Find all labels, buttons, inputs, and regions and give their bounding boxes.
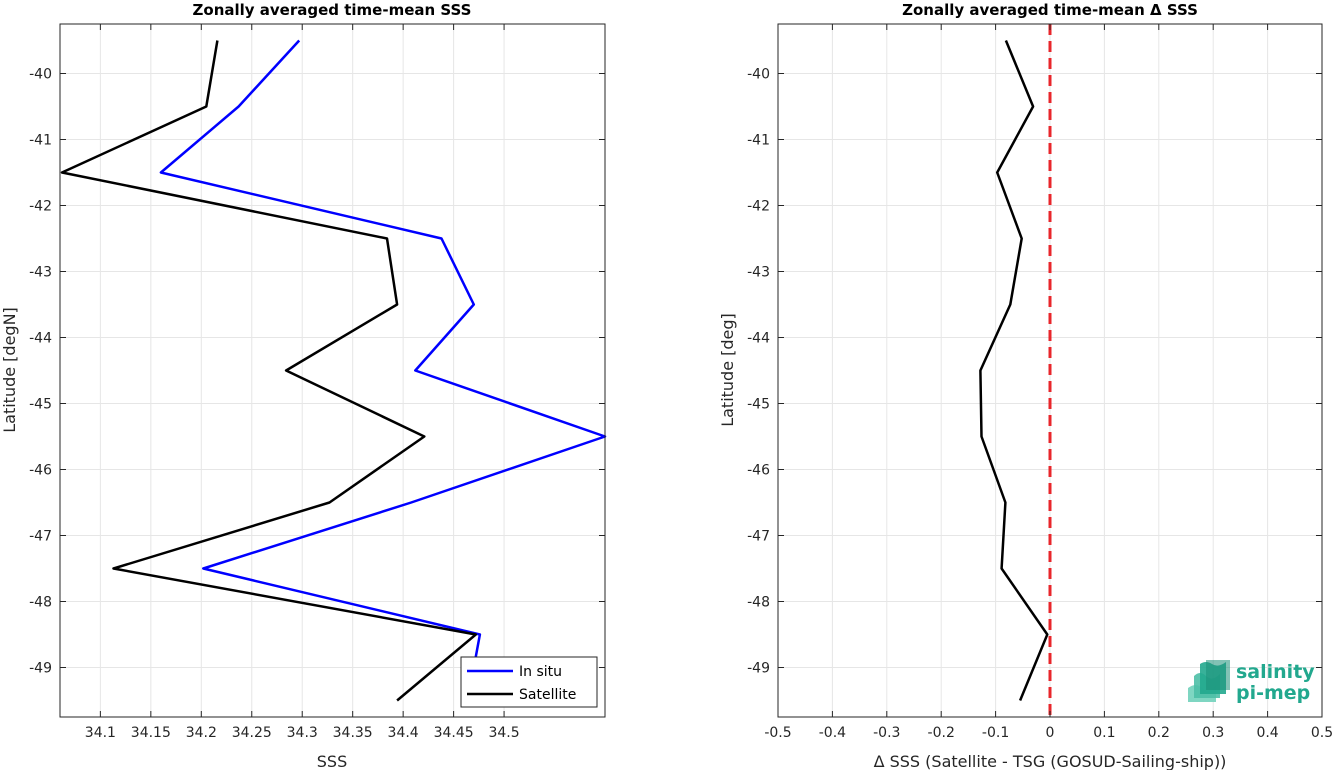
x-tick-label: 0.1 (1093, 725, 1115, 741)
logo-line1: salinity (1236, 661, 1315, 683)
x-tick-label: 34.25 (232, 725, 272, 741)
x-tick-label: 0.5 (1311, 725, 1333, 741)
delta-sss-panel-ylabel: Latitude [deg] (718, 313, 737, 427)
x-tick-label: -0.3 (873, 725, 900, 741)
legend-label: In situ (519, 664, 562, 680)
y-tick-label: -46 (747, 463, 770, 479)
sss-panel-ylabel: Latitude [degN] (0, 307, 19, 433)
series-line-delta-sss (979, 40, 1049, 701)
series-line-in-situ (159, 39, 607, 668)
delta-sss-panel-title: Zonally averaged time-mean Δ SSS (902, 1, 1198, 19)
series-line-satellite (60, 40, 478, 702)
wave-icon (1188, 660, 1230, 702)
y-tick-label: -41 (29, 133, 52, 149)
y-tick-label: -43 (747, 265, 770, 281)
x-tick-label: 34.15 (131, 725, 171, 741)
salinity-pimep-logo: salinity pi-mep (1188, 660, 1315, 704)
x-tick-label: 34.1 (85, 725, 116, 741)
sss-panel-xlabel: SSS (317, 752, 347, 770)
x-tick-label: 34.35 (333, 725, 373, 741)
y-tick-label: -45 (29, 397, 52, 413)
y-tick-label: -41 (747, 133, 770, 149)
delta-sss-panel-xlabel: Δ SSS (Satellite - TSG (GOSUD-Sailing-sh… (874, 752, 1227, 770)
y-tick-label: -45 (747, 397, 770, 413)
x-tick-label: 0.4 (1256, 725, 1278, 741)
x-tick-label: -0.5 (764, 725, 791, 741)
sss-panel-title: Zonally averaged time-mean SSS (193, 1, 472, 19)
logo-line2: pi-mep (1236, 682, 1310, 704)
x-tick-label: 34.2 (186, 725, 217, 741)
y-tick-label: -48 (29, 595, 52, 611)
y-tick-label: -44 (29, 331, 52, 347)
plot-area (60, 24, 605, 717)
x-tick-label: -0.4 (819, 725, 846, 741)
x-tick-label: 34.3 (287, 725, 318, 741)
x-tick-label: 34.4 (388, 725, 419, 741)
y-tick-label: -47 (747, 529, 770, 545)
axes-box (59, 23, 606, 718)
y-tick-label: -48 (747, 595, 770, 611)
legend: In situ Satellite (460, 656, 598, 708)
y-tick-label: -49 (747, 661, 770, 677)
x-tick-label: 34.45 (434, 725, 474, 741)
y-tick-label: -40 (29, 67, 52, 83)
y-tick-label: -42 (747, 199, 770, 215)
legend-box (460, 656, 598, 708)
x-tick-label: -0.1 (982, 725, 1009, 741)
y-tick-label: -40 (747, 67, 770, 83)
y-tick-label: -42 (29, 199, 52, 215)
x-tick-label: 0.3 (1202, 725, 1224, 741)
y-tick-label: -43 (29, 265, 52, 281)
x-tick-label: 0 (1046, 725, 1055, 741)
y-tick-label: -46 (29, 463, 52, 479)
sss-panel: Zonally averaged time-mean SSS SSS Latit… (0, 1, 607, 770)
x-tick-label: -0.2 (928, 725, 955, 741)
legend-label: Satellite (519, 687, 576, 703)
x-tick-label: 34.5 (488, 725, 519, 741)
delta-sss-panel: Zonally averaged time-mean Δ SSS Δ SSS (… (718, 1, 1333, 770)
y-tick-label: -44 (747, 331, 770, 347)
x-tick-label: 0.2 (1148, 725, 1170, 741)
y-tick-label: -47 (29, 529, 52, 545)
y-tick-label: -49 (29, 661, 52, 677)
